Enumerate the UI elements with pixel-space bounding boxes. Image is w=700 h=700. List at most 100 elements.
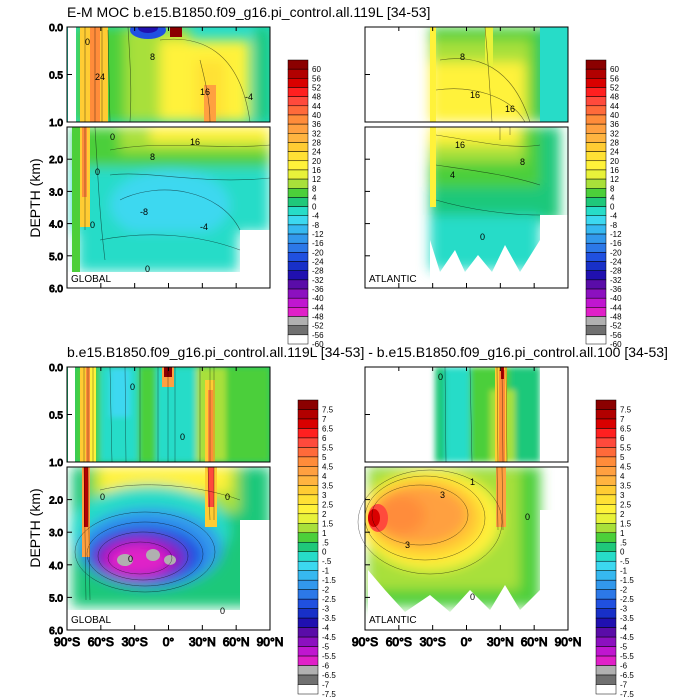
svg-text:16: 16 [190,137,200,147]
colorbar-label: -28 [312,267,324,276]
x-tick-label: 60°S [88,635,114,649]
colorbar-swatch [585,96,607,107]
ylabel-top: DEPTH (km) [27,158,43,237]
colorbar-label: -20 [610,248,622,257]
colorbar-label: -28 [610,267,622,276]
panel-global-diff-label: GLOBAL [71,615,111,626]
colorbar-swatch [595,646,617,657]
panel-global-diff-contour-labels: 0 0 0 0 0 0 [100,382,230,616]
colorbar-label: -1 [322,567,330,576]
colorbar-swatch [297,513,319,524]
colorbar-swatch [287,105,309,116]
colorbar-label: -5 [322,643,330,652]
colorbar-swatch [585,325,607,336]
colorbar-label: 16 [610,166,619,175]
colorbar-label: 4 [620,472,625,481]
colorbar-label: -16 [610,239,622,248]
colorbar-label: -36 [312,285,324,294]
colorbar-label: 5.5 [620,443,632,452]
colorbar-swatch [297,409,319,420]
colorbar-label: 44 [610,102,619,111]
svg-text:0: 0 [438,372,443,382]
colorbar-swatch [287,151,309,162]
bottom-title: b.e15.B1850.f09_g16.pi_control.all.119L … [67,344,668,360]
colorbar-label: -2 [322,586,330,595]
colorbar-swatch [287,68,309,79]
colorbar-label: -4.5 [322,633,336,642]
y-tick-label: 2.0 [49,496,63,507]
colorbar-label: 5 [620,453,625,462]
colorbar-label: -44 [610,303,622,312]
colorbar-swatch [287,233,309,244]
colorbar-swatch [297,485,319,496]
colorbar-label: 1.5 [620,519,632,528]
colorbar-swatch [287,288,309,299]
colorbar-label: 4.5 [620,462,632,471]
colorbar-swatch [287,224,309,235]
colorbar-swatch [297,674,319,685]
colorbar-swatch [595,684,617,695]
colorbar-swatch [585,288,607,299]
colorbar-label: -6.5 [322,671,336,680]
colorbar-label: 2 [322,510,327,519]
svg-text:0: 0 [145,264,150,274]
colorbar-swatch [287,334,309,345]
svg-text:3: 3 [405,540,410,550]
colorbar-label: .5 [322,538,329,547]
colorbar-swatch [595,579,617,590]
svg-text:16: 16 [505,104,515,114]
colorbar-swatch [287,197,309,207]
colorbar-swatch [595,532,617,543]
colorbar-label: 40 [312,111,321,120]
colorbar-swatch [585,68,607,79]
colorbar-label: 4 [610,193,615,202]
colorbar-top: 60565248444036322824201612840-4-8-12-16-… [287,59,622,349]
colorbar-swatch [287,160,309,171]
colorbar-swatch [595,485,617,496]
colorbar-swatch [287,270,309,281]
colorbar-swatch [595,608,617,619]
svg-text:0: 0 [95,167,100,177]
colorbar-label: 8 [312,184,317,193]
colorbar-label: 28 [312,138,321,147]
colorbar-swatch [297,428,319,439]
y-tick-label: 6.0 [49,284,63,295]
colorbar-swatch [585,160,607,171]
colorbar-label: -44 [312,303,324,312]
x-tick-label: 30°N [487,635,514,649]
colorbar-swatch [585,224,607,235]
colorbar-label: 5 [322,453,327,462]
colorbar-label: 12 [610,175,619,184]
colorbar-swatch [595,627,617,638]
panel-global-diff: 0.0 0.5 1.0 2.0 3.0 4.0 5.0 6.090°S 60°S 30°S 0° 30… [49,363,284,650]
colorbar-label: -7.5 [322,690,336,699]
colorbar-label: 1 [322,529,327,538]
colorbar-label: 44 [312,102,321,111]
panel-global: 0.0 0.5 1.0 2.0 3.0 4.0 5.0 6.0 GLOBAL 0 8 16 2… [49,23,271,296]
x-tick-label: 60°N [223,635,250,649]
y-tick-label: 4.0 [49,561,63,572]
y-tick-label: 0.5 [49,411,63,422]
x-tick-label: 30°S [420,635,446,649]
colorbar-swatch [595,428,617,439]
colorbar-swatch [585,133,607,143]
x-tick-label: 90°S [54,635,80,649]
colorbar-label: -60 [312,340,324,349]
colorbar-swatch [297,589,319,600]
colorbar-swatch [585,59,607,70]
colorbar-swatch [297,475,319,486]
panel-atlantic-contours [435,26,541,216]
colorbar-label: 6 [620,434,625,443]
colorbar-swatch [297,447,319,458]
colorbar-swatch [287,279,309,290]
y-tick-label: 0.0 [49,23,63,34]
colorbar-label: -60 [610,340,622,349]
colorbar-swatch [585,334,607,345]
colorbar-label: -4 [620,624,628,633]
colorbar-swatch [287,215,309,226]
colorbar-swatch [287,261,309,271]
colorbar-swatch [287,87,309,97]
colorbar-swatch [585,142,607,152]
colorbar-swatch [287,59,309,70]
colorbar-swatch [297,437,319,448]
